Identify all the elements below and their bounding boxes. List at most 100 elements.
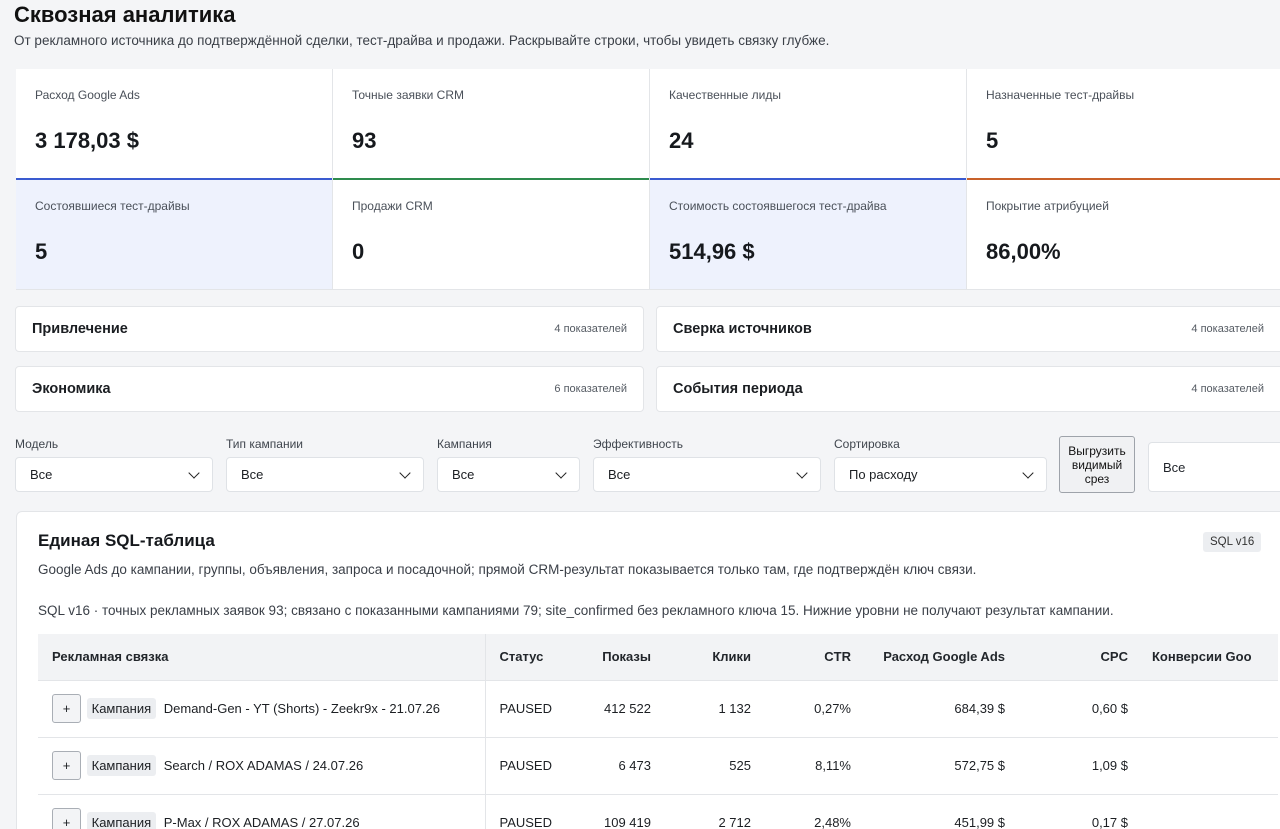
kpi-card-test-drive-cost: Стоимость состоявшегося тест-драйва 514,… [650,180,967,290]
campaign-name: P-Max / ROX ADAMAS / 27.07.26 [163,815,360,829]
ctr-cell: 0,27% [761,680,861,738]
ctr-cell: 8,11% [761,737,861,795]
column-header[interactable]: Статус [485,634,575,681]
chevron-down-icon [796,466,808,479]
status-cell: PAUSED [485,680,575,738]
conversions-cell [1138,794,1278,829]
table-row: + Кампания Demand-Gen - YT (Shorts) - Ze… [38,680,1278,738]
expand-row-button[interactable]: + [52,694,81,723]
table-card-note: SQL v16 · точных рекламных заявок 93; св… [38,603,1114,618]
efficiency-select[interactable]: Все [593,457,821,492]
cpc-cell: 1,09 $ [1015,737,1138,795]
chevron-down-icon [399,466,411,479]
section-period-events[interactable]: События периода 4 показателей [656,366,1280,412]
kpi-value: 3 178,03 $ [35,128,139,153]
clicks-cell: 1 132 [661,680,761,738]
level-tag: Кампания [86,698,157,719]
impressions-cell: 6 473 [575,737,661,795]
expand-row-button[interactable]: + [52,751,81,780]
status-cell: PAUSED [485,737,575,795]
kpi-value: 93 [352,128,377,153]
table-header-row: Рекламная связка Статус Показы Клики CTR… [38,634,1278,681]
kpi-value: 86,00% [986,239,1061,264]
column-header[interactable]: Клики [661,634,761,681]
kpi-card-attribution-coverage: Покрытие атрибуцией 86,00% [967,180,1280,290]
campaign-name: Demand-Gen - YT (Shorts) - Zeekr9x - 21.… [163,701,440,716]
status-cell: PAUSED [485,794,575,829]
section-title: Сверка источников [673,321,812,337]
kpi-label: Стоимость состоявшегося тест-драйва [669,199,887,213]
filter-label-campaign-type: Тип кампании [226,437,303,451]
kpi-accent-bar [967,178,1280,181]
section-count: 4 показателей [1191,323,1264,335]
sort-select[interactable]: По расходу [834,457,1047,492]
page-subtitle: От рекламного источника до подтверждённо… [14,33,830,48]
kpi-label: Точные заявки CRM [352,88,464,102]
campaign-select[interactable]: Все [437,457,580,492]
kpi-card-google-ads-spend: Расход Google Ads 3 178,03 $ [16,69,333,181]
kpi-value: 24 [669,128,694,153]
cpc-cell: 0,17 $ [1015,794,1138,829]
kpi-label: Покрытие атрибуцией [986,199,1109,213]
filter-label-sort: Сортировка [834,437,900,451]
cpc-cell: 0,60 $ [1015,680,1138,738]
section-acquisition[interactable]: Привлечение 4 показателей [15,306,644,352]
section-count: 4 показателей [554,323,627,335]
clicks-cell: 2 712 [661,794,761,829]
spend-cell: 684,39 $ [861,680,1015,738]
ctr-cell: 2,48% [761,794,861,829]
level-tag: Кампания [86,755,157,776]
chevron-down-icon [555,466,567,479]
select-value: По расходу [849,467,918,482]
analytics-table: Рекламная связка Статус Показы Клики CTR… [38,634,1278,829]
kpi-label: Качественные лиды [669,88,781,102]
section-count: 4 показателей [1191,383,1264,395]
kpi-label: Продажи CRM [352,199,433,213]
filter-label-campaign: Кампания [437,437,492,451]
section-title: События периода [673,381,803,397]
export-visible-slice-button[interactable]: Выгрузить видимый срез [1059,436,1135,493]
select-value: Все [241,467,264,482]
level-tag: Кампания [86,812,157,829]
extra-filter-select[interactable]: Все [1148,442,1280,492]
kpi-accent-bar [16,178,332,181]
filter-label-efficiency: Эффективность [593,437,684,451]
column-header[interactable]: CPC [1015,634,1138,681]
section-title: Экономика [32,381,111,397]
column-header[interactable]: Расход Google Ads [861,634,1015,681]
sql-version-badge: SQL v16 [1203,532,1262,552]
kpi-card-quality-leads: Качественные лиды 24 [650,69,967,181]
kpi-grid: Расход Google Ads 3 178,03 $ Точные заяв… [16,69,1280,290]
section-source-reconciliation[interactable]: Сверка источников 4 показателей [656,306,1280,352]
link-cell: + Кампания Search / ROX ADAMAS / 24.07.2… [38,737,486,795]
column-header[interactable]: Показы [575,634,661,681]
table-row: + Кампания Search / ROX ADAMAS / 24.07.2… [38,737,1278,795]
column-header[interactable]: CTR [761,634,861,681]
kpi-card-completed-test-drives: Состоявшиеся тест-драйвы 5 [16,180,333,290]
link-cell: + Кампания P-Max / ROX ADAMAS / 27.07.26 [38,794,486,829]
filter-label-model: Модель [15,437,59,451]
campaign-type-select[interactable]: Все [226,457,424,492]
kpi-card-crm-sales: Продажи CRM 0 [333,180,650,290]
table-card-description: Google Ads до кампании, группы, объявлен… [38,562,977,577]
kpi-accent-bar [650,178,966,181]
export-button-line: срез [1084,472,1110,486]
kpi-accent-bar [333,178,649,181]
column-header[interactable]: Рекламная связка [38,634,486,681]
chevron-down-icon [1022,466,1034,479]
spend-cell: 451,99 $ [861,794,1015,829]
section-economics[interactable]: Экономика 6 показателей [15,366,644,412]
expand-row-button[interactable]: + [52,808,81,829]
export-button-line: Выгрузить [1068,444,1126,458]
model-select[interactable]: Все [15,457,213,492]
select-value: Все [30,467,53,482]
column-header[interactable]: Конверсии Goo [1138,634,1278,681]
kpi-value: 514,96 $ [669,239,755,264]
section-count: 6 показателей [554,383,627,395]
spend-cell: 572,75 $ [861,737,1015,795]
campaign-name: Search / ROX ADAMAS / 24.07.26 [163,758,364,773]
kpi-card-crm-requests: Точные заявки CRM 93 [333,69,650,181]
impressions-cell: 109 419 [575,794,661,829]
impressions-cell: 412 522 [575,680,661,738]
export-button-line: видимый [1071,458,1123,472]
